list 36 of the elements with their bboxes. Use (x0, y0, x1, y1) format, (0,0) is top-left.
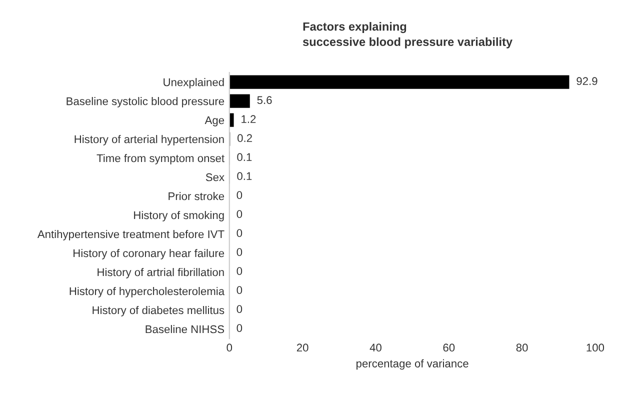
y-tick-label: Sex (206, 173, 224, 182)
y-tick-label: Unexplained (164, 78, 224, 88)
y-tick-label: History of coronary hear failure (74, 249, 224, 260)
y-tick-label: Prior stroke (168, 192, 224, 200)
data-label: 0 (236, 210, 242, 218)
x-tick-label: 60 (443, 344, 455, 352)
x-tick-label: 40 (370, 344, 382, 352)
y-tick-label: History of diabetes mellitus (92, 306, 224, 316)
data-label: 5.6 (257, 96, 272, 104)
data-label: 0 (236, 286, 242, 294)
x-tick-label: 100 (586, 344, 604, 352)
y-tick-label: History of smoking (134, 211, 224, 222)
x-tick-label: 0 (226, 344, 232, 352)
x-tick-label: 80 (516, 344, 528, 352)
data-label: 0 (236, 191, 242, 200)
data-label: 0 (236, 267, 242, 276)
data-label: 0 (236, 248, 242, 256)
y-tick-label: Age (204, 116, 224, 126)
data-label: 1.2 (242, 115, 256, 123)
y-tick-label: History of arterial hypertension (74, 135, 224, 146)
x-tick-label: 20 (296, 344, 308, 352)
data-label: 0 (236, 229, 242, 238)
data-label: 0 (236, 324, 242, 332)
data-label: 0.1 (237, 153, 252, 162)
x-axis-title: percentage of variance (356, 359, 468, 370)
data-label: 0.2 (238, 134, 252, 142)
data-label: 0.1 (237, 172, 252, 180)
y-tick-label: Time from symptom onset (96, 154, 224, 164)
chart-title: Factors explaining successive blood pressure variability (302, 22, 512, 48)
y-tick-label: Baseline NIHSS (146, 324, 224, 334)
data-label: 92.9 (576, 77, 598, 86)
y-tick-label: History of hypercholesterolemia (70, 287, 225, 298)
y-tick-label: History of artrial fibrillation (98, 268, 224, 278)
data-label: 0 (236, 305, 242, 314)
y-tick-label: Antihypertensive treatment before IVT (37, 230, 224, 240)
y-tick-label: Baseline systolic blood pressure (66, 97, 224, 108)
